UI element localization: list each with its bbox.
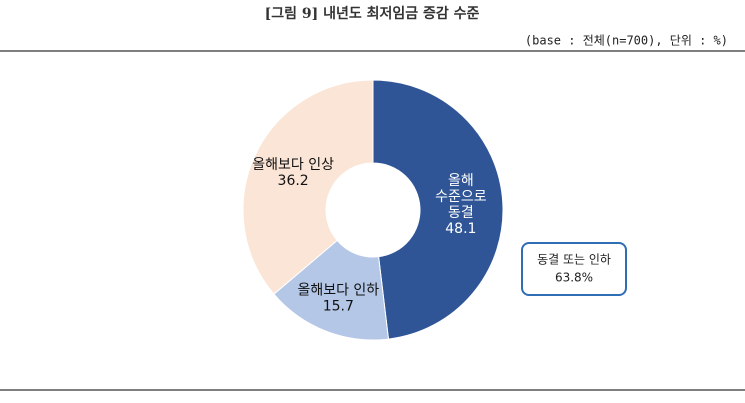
slice-label: 올해 수준으로 동결 [435, 173, 487, 221]
value-label: 36.2 [278, 173, 309, 189]
donut-slice [273, 239, 390, 341]
annotation-text: 동결 또는 인하 [537, 253, 611, 267]
slice-label: 올해보다 인상 [252, 157, 334, 173]
chart-subtitle: (base : 전체(n=700), 단위 : %) [525, 34, 728, 48]
slice-label: 올해보다 인하 [297, 282, 379, 298]
chart-title: [그림 9] 내년도 최저임금 증감 수준 [265, 5, 480, 22]
annotation-box [521, 242, 627, 296]
value-label: 48.1 [445, 221, 476, 237]
donut-slice [242, 79, 374, 295]
annotation-text: 63.8% [555, 271, 593, 285]
value-label: 15.7 [323, 298, 354, 314]
donut-slice [372, 79, 504, 340]
